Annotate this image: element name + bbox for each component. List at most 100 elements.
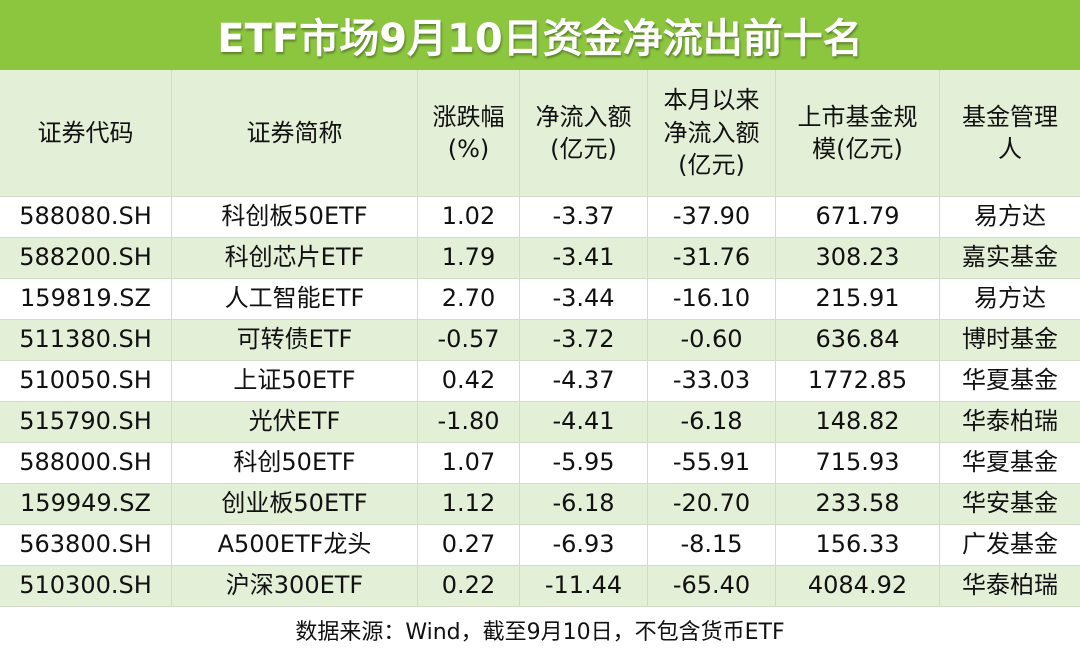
header-cell: 证券代码 (0, 70, 172, 197)
cell-text: -5.95 (520, 443, 648, 484)
cell-text: 1772.85 (776, 361, 940, 402)
cell-text: 1.79 (418, 238, 520, 279)
header-text: 基金管理 (962, 102, 1058, 131)
header-text: 本月以来 (663, 86, 760, 115)
header-cell: 证券简称 (172, 70, 418, 197)
header-cell: 涨跌幅 (%) (418, 70, 520, 197)
cell-text: 4084.92 (776, 566, 940, 607)
cell-text: -11.44 (520, 566, 648, 607)
cell-text: 159949.SZ (0, 484, 172, 525)
cell-text: 588000.SH (0, 443, 172, 484)
cell-text: 511380.SH (0, 320, 172, 361)
cell-text: 1.02 (418, 197, 520, 238)
cell-text: 华安基金 (940, 484, 1080, 525)
header-row: 证券代码 证券简称 涨跌幅 (%) 净流入额 (亿元) 本月以来净流入额 (亿元) 上市基金规模… (0, 70, 1080, 197)
header-text: 证券简称 (246, 118, 343, 147)
data-row: 563800.SH A500ETF龙头 0.27 -6.93 -8.15 156.33 广发… (0, 525, 1080, 566)
cell-text: 515790.SH (0, 402, 172, 443)
cell-text: -33.03 (648, 361, 776, 402)
cell-text: 233.58 (776, 484, 940, 525)
cell-text: -65.40 (648, 566, 776, 607)
cell-text: -37.90 (648, 197, 776, 238)
cell-text: 上证50ETF (172, 361, 418, 402)
header-text: 涨跌幅 (432, 102, 505, 131)
cell-text: 715.93 (776, 443, 940, 484)
cell-text: 易方达 (940, 279, 1080, 320)
title: ETF市场9月10日资金净流出前十名 (0, 0, 1080, 70)
cell-text: -3.37 (520, 197, 648, 238)
cell-text: 可转债ETF (172, 320, 418, 361)
cell-text: 嘉实基金 (940, 238, 1080, 279)
cell-text: 0.42 (418, 361, 520, 402)
cell-text: 510300.SH (0, 566, 172, 607)
data-row: 510050.SH 上证50ETF 0.42 -4.37 -33.03 1772.85 华夏… (0, 361, 1080, 402)
cell-text: 563800.SH (0, 525, 172, 566)
cell-text: 沪深300ETF (172, 566, 418, 607)
cell-text: 159819.SZ (0, 279, 172, 320)
cell-text: 科创板50ETF (172, 197, 418, 238)
cell-text: -3.41 (520, 238, 648, 279)
header-text: 证券代码 (37, 118, 134, 147)
cell-text: 0.27 (418, 525, 520, 566)
cell-text: -0.60 (648, 320, 776, 361)
cell-text: 308.23 (776, 238, 940, 279)
cell-text: 科创50ETF (172, 443, 418, 484)
header-text: 净流入额 (663, 118, 760, 147)
cell-text: 510050.SH (0, 361, 172, 402)
cell-text: -6.18 (520, 484, 648, 525)
cell-text: 1.12 (418, 484, 520, 525)
data-row: 159819.SZ 人工智能ETF 2.70 -3.44 -16.10 215.91 易方达 (0, 279, 1080, 320)
cell-text: 华夏基金 (940, 443, 1080, 484)
cell-text: 215.91 (776, 279, 940, 320)
cell-text: 易方达 (940, 197, 1080, 238)
header-cell: 净流入额 (亿元) (520, 70, 648, 197)
data-row: 511380.SH 可转债ETF -0.57 -3.72 -0.60 636.84 博时基金 (0, 320, 1080, 361)
cell-text: 0.22 (418, 566, 520, 607)
data-row: 588200.SH 科创芯片ETF 1.79 -3.41 -31.76 308.23 嘉实基… (0, 238, 1080, 279)
cell-text: -6.18 (648, 402, 776, 443)
data-row: 588000.SH 科创50ETF 1.07 -5.95 -55.91 715.93 华夏基… (0, 443, 1080, 484)
cell-text: 创业板50ETF (172, 484, 418, 525)
header-text: (亿元) (678, 151, 745, 180)
cell-text: -4.41 (520, 402, 648, 443)
cell-text: -31.76 (648, 238, 776, 279)
cell-text: 588080.SH (0, 197, 172, 238)
cell-text: 华泰柏瑞 (940, 566, 1080, 607)
header-cell: 上市基金规模(亿元) (776, 70, 940, 197)
cell-text: -3.72 (520, 320, 648, 361)
cell-text: 华夏基金 (940, 361, 1080, 402)
header-text: 净流入额 (535, 102, 632, 131)
header-cell: 本月以来净流入额 (亿元) (648, 70, 776, 197)
header-text: (亿元) (550, 135, 617, 163)
header-text: (%) (447, 135, 490, 163)
cell-text: -4.37 (520, 361, 648, 402)
cell-text: 博时基金 (940, 320, 1080, 361)
cell-text: -55.91 (648, 443, 776, 484)
cell-text: 671.79 (776, 197, 940, 238)
data-row: 510300.SH 沪深300ETF 0.22 -11.44 -65.40 4084.92… (0, 566, 1080, 607)
cell-text: 光伏ETF (172, 402, 418, 443)
cell-text: 华泰柏瑞 (940, 402, 1080, 443)
cell-text: 1.07 (418, 443, 520, 484)
cell-text: -6.93 (520, 525, 648, 566)
cell-text: -0.57 (418, 320, 520, 361)
data-row: 515790.SH 光伏ETF -1.80 -4.41 -6.18 148.82 华泰柏瑞 (0, 402, 1080, 443)
cell-text: -16.10 (648, 279, 776, 320)
cell-text: 636.84 (776, 320, 940, 361)
header-text: 上市基金规 (797, 102, 918, 131)
cell-text: 2.70 (418, 279, 520, 320)
cell-text: 156.33 (776, 525, 940, 566)
cell-text: 人工智能ETF (172, 279, 418, 320)
cell-text: 588200.SH (0, 238, 172, 279)
cell-text: -3.44 (520, 279, 648, 320)
cell-text: 148.82 (776, 402, 940, 443)
cell-text: 广发基金 (940, 525, 1080, 566)
header-text: 模(亿元) (812, 135, 903, 163)
data-row: 159949.SZ 创业板50ETF 1.12 -6.18 -20.70 233.58 华安… (0, 484, 1080, 525)
footer: 数据来源：Wind，截至9月10日，不包含货币ETF (295, 619, 785, 645)
header-text: 人 (998, 135, 1022, 163)
cell-text: A500ETF龙头 (172, 525, 418, 566)
cell-text: -20.70 (648, 484, 776, 525)
cell-text: 科创芯片ETF (172, 238, 418, 279)
